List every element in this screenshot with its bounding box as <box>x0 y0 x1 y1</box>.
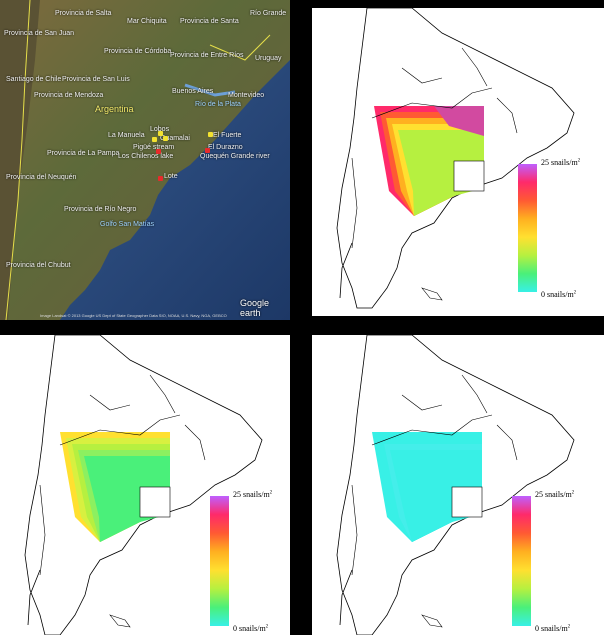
country-border <box>461 374 488 414</box>
color-scale-bar <box>518 164 537 292</box>
country-border <box>401 394 443 411</box>
legend-min-label: 0 snails/m2 <box>535 624 571 633</box>
falklands-outline <box>421 287 443 301</box>
outline-map-south-america <box>336 335 575 635</box>
country-border <box>351 484 358 576</box>
density-band <box>84 456 170 542</box>
label-provincia-de-santa: Provincia de Santa <box>180 18 239 25</box>
label-golfo-san-matias: Golfo San Matías <box>100 221 155 228</box>
chile-coastline <box>339 242 353 299</box>
label-el-durazno: El Durazno <box>208 144 243 151</box>
density-band <box>398 130 484 216</box>
site-marker-el-durazno <box>205 148 210 153</box>
uruguay-region <box>453 160 485 192</box>
label-provincia-de-san-luis: Provincia de San Luis <box>62 76 130 83</box>
label-la-manuela: La Manuela <box>108 132 145 139</box>
label-los-chilenos-lake: Los Chilenos lake <box>118 153 174 160</box>
label-provincia-del-neuquen: Provincia del Neuquén <box>6 174 77 181</box>
color-scale-bar <box>512 496 531 626</box>
country-border <box>351 157 358 249</box>
label-buenos-aires: Buenos Aires <box>172 88 214 95</box>
country-border <box>496 424 518 461</box>
site-marker-el-fuerte <box>208 132 213 137</box>
country-border <box>371 414 493 446</box>
country-border <box>184 424 206 461</box>
color-scale-bar <box>210 496 229 626</box>
outline-map-south-america <box>336 8 575 309</box>
falklands-outline <box>421 614 443 628</box>
legend-min-label: 0 snails/m2 <box>541 290 577 299</box>
label-guamalai: Guamalai <box>160 135 190 142</box>
label-santiago-de-chile: Santiago de Chile <box>6 76 62 83</box>
country-border <box>39 484 46 576</box>
label-pigue-stream: Pigüé stream <box>133 144 175 151</box>
label-provincia-del-chubut: Provincia del Chubut <box>6 262 71 269</box>
country-border <box>59 414 181 446</box>
label-provincia-de-rio-negro: Provincia de Río Negro <box>64 206 137 213</box>
outline-map-south-america <box>24 335 263 635</box>
label-lote: Lote <box>164 173 178 180</box>
legend-max-label: 25 snails/m2 <box>535 490 575 499</box>
label-provincia-de-salta: Provincia de Salta <box>55 10 112 17</box>
chile-coastline <box>27 569 41 626</box>
density-map-bottom-right: 25 snails/m2 0 snails/m2 <box>312 335 604 635</box>
label-el-fuerte: El Fuerte <box>213 132 242 139</box>
legend-min-label: 0 snails/m2 <box>233 624 269 633</box>
label-montevideo: Montevideo <box>228 92 265 99</box>
site-marker-guamalai <box>163 136 168 141</box>
label-argentina: Argentina <box>95 104 134 114</box>
legend-max-label: 25 snails/m2 <box>541 158 581 167</box>
density-band <box>396 456 482 542</box>
satellite-map-panel: Provincia de Salta Mar Chiquita Provinci… <box>0 0 290 320</box>
country-border <box>371 87 493 119</box>
uruguay-region <box>139 486 171 518</box>
label-lobos: Lobos <box>150 126 170 133</box>
chile-coastline <box>339 569 353 626</box>
country-border <box>496 97 518 134</box>
label-uruguay: Uruguay <box>255 55 282 62</box>
label-quequen-grande-river: Quequén Grande river <box>200 153 270 160</box>
uruguay-region <box>451 486 483 518</box>
density-map-bottom-left: 25 snails/m2 0 snails/m2 <box>0 335 290 635</box>
label-provincia-de-entre-rios: Provincia de Entre Ríos <box>170 52 244 59</box>
density-peak-region <box>434 106 484 136</box>
country-border <box>461 47 488 87</box>
falklands-outline <box>109 614 131 628</box>
label-rio-grande: Río Grande <box>250 10 287 17</box>
density-map-top-right: 25 snails/m2 0 snails/m2 <box>312 8 604 316</box>
google-earth-logo: Google earth <box>240 298 270 318</box>
country-border <box>149 374 176 414</box>
label-provincia-de-san-juan: Provincia de San Juan <box>4 30 75 37</box>
label-provincia-de-cordoba: Provincia de Córdoba <box>104 48 172 55</box>
satellite-terrain <box>0 0 290 320</box>
legend-max-label: 25 snails/m2 <box>233 490 273 499</box>
site-marker-lote <box>158 176 163 181</box>
label-provincia-de-mendoza: Provincia de Mendoza <box>34 92 104 99</box>
country-border <box>401 67 443 84</box>
site-marker-la-manuela <box>152 137 157 142</box>
label-rio-de-la-plata: Río de la Plata <box>195 101 241 108</box>
label-provincia-de-la-pampa: Provincia de La Pampa <box>47 150 120 157</box>
country-border <box>89 394 131 411</box>
label-mar-chiquita: Mar Chiquita <box>127 18 167 25</box>
imagery-status-bar: Image Landsat © 2013 Google US Dept of S… <box>40 313 227 318</box>
site-marker-pigue <box>156 149 161 154</box>
site-marker-lobos <box>158 131 163 136</box>
